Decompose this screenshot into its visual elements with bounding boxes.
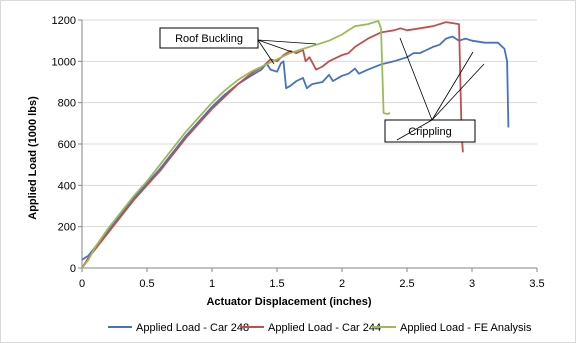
series-line-1 [81,35,510,261]
arrow-crippling-1 [399,37,433,121]
crippling-label: Crippling [408,126,451,138]
arrow-crippling-2 [431,51,474,121]
arrow-crippling-3 [431,63,485,121]
y-tick-label: 400 [58,180,76,192]
x-tick-label: 3 [469,278,475,290]
axes [78,19,538,272]
roof-buckling-box [159,27,259,49]
y-axis-title: Applied Load (1000 lbs) [27,96,39,220]
crippling-box [384,119,476,143]
series-line-3 [81,20,391,269]
annotation-arrows [257,37,485,141]
x-tick-labels: 0 0.5 1 1.5 2 2.5 3 3.5 [79,278,545,290]
x-tick-label: 3.5 [529,278,544,290]
y-tick-labels: 0 200 400 600 800 1000 1200 [52,15,76,275]
y-tick-label: 200 [58,222,76,234]
x-tick-label: 0 [79,278,85,290]
y-tick-label: 1000 [52,56,76,68]
roof-buckling-label: Roof Buckling [175,33,243,45]
arrow-buckling-3 [257,39,317,45]
y-tick-label: 1200 [52,15,76,27]
legend-label-3: Applied Load - FE Analysis [400,322,532,334]
annotations: Roof Buckling Crippling [159,27,485,143]
x-tick-label: 0.5 [139,278,154,290]
y-tick-label: 800 [58,98,76,110]
arrow-buckling-1 [257,39,275,65]
legend: Applied Load - Car 248 Applied Load - Car… [108,322,532,334]
x-axis-title: Actuator Displacement (inches) [206,296,371,308]
arrow-crippling-4 [396,119,433,141]
x-tick-label: 1 [209,278,215,290]
grid-lines [82,19,537,228]
series-lines [81,20,510,269]
y-tick-label: 600 [58,139,76,151]
series-line-2 [81,21,464,269]
x-tick-label: 2.5 [399,278,414,290]
legend-label-2: Applied Load - Car 244 [268,322,381,334]
arrow-buckling-2 [257,39,293,53]
y-tick-label: 0 [70,263,76,275]
x-tick-label: 1.5 [269,278,284,290]
x-tick-label: 2 [339,278,345,290]
legend-label-1: Applied Load - Car 248 [136,322,249,334]
